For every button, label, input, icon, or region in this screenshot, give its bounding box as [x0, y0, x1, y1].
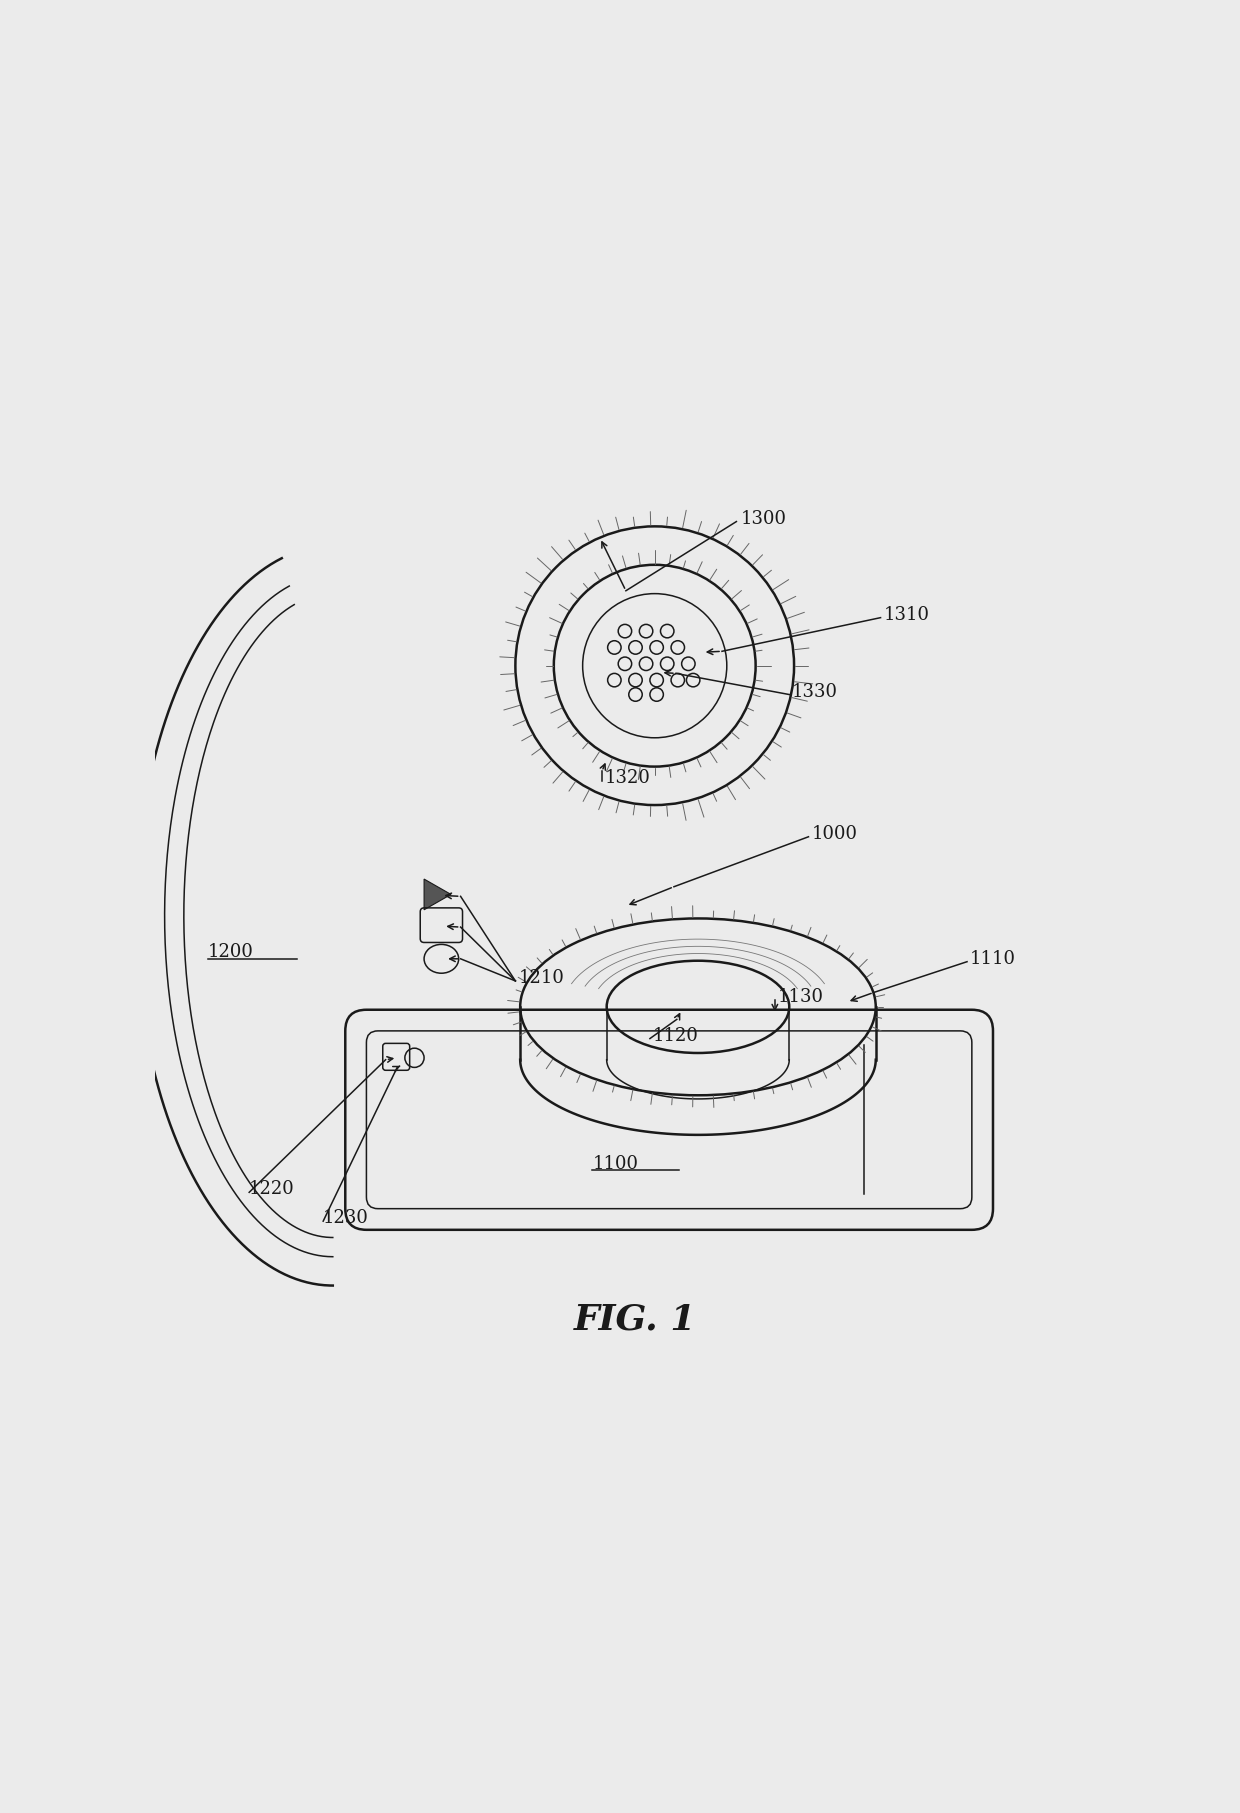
Text: 1320: 1320 — [605, 769, 651, 787]
Text: 1120: 1120 — [652, 1026, 698, 1044]
Text: 1330: 1330 — [792, 684, 838, 700]
Text: 1110: 1110 — [970, 950, 1016, 968]
Text: 1200: 1200 — [208, 943, 254, 961]
Polygon shape — [424, 879, 451, 910]
Text: 1220: 1220 — [249, 1180, 295, 1198]
Text: 1210: 1210 — [518, 968, 564, 986]
Text: 1310: 1310 — [883, 606, 930, 624]
Text: 1130: 1130 — [777, 988, 823, 1006]
Text: 1300: 1300 — [742, 509, 787, 528]
Text: 1000: 1000 — [811, 825, 857, 843]
Text: 1100: 1100 — [593, 1155, 639, 1173]
Text: FIG. 1: FIG. 1 — [574, 1302, 697, 1336]
Text: 1230: 1230 — [324, 1209, 370, 1227]
